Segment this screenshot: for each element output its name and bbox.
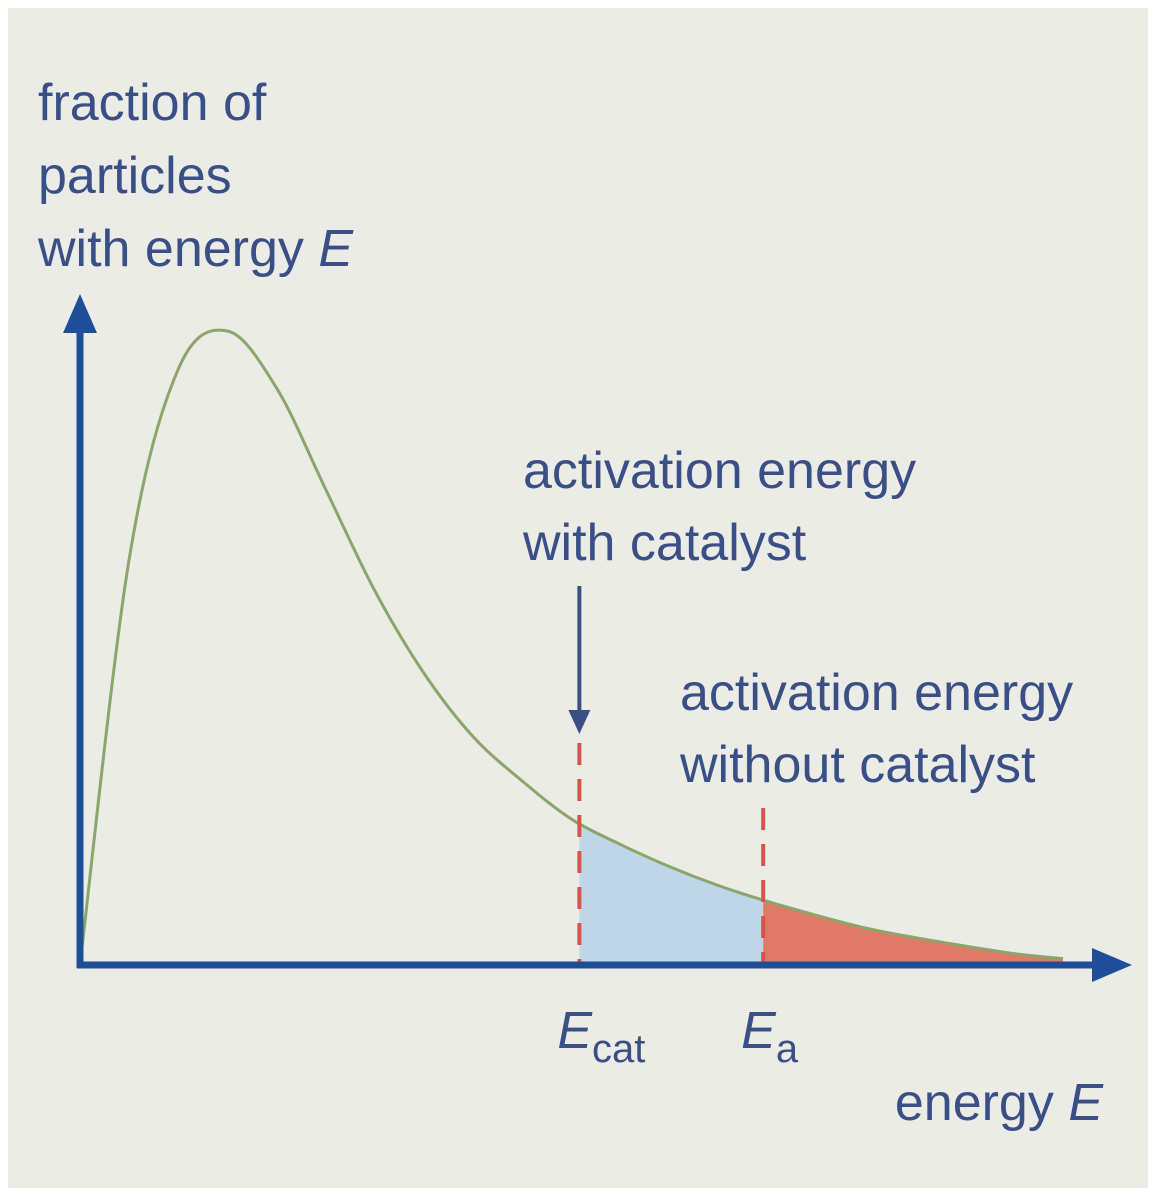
y-axis-label-line-3: with energy E xyxy=(37,220,354,278)
y-axis-label-line-1: fraction of xyxy=(38,74,267,132)
x-axis-variable: E xyxy=(1068,1074,1104,1132)
y-axis-arrowhead xyxy=(63,294,97,333)
region-without-catalyst xyxy=(763,900,1063,965)
figure-panel: Ecat Ea fraction of particles with energy… xyxy=(8,8,1148,1188)
annotation-without-catalyst: activation energy without catalyst xyxy=(679,664,1088,794)
x-axis-label: energy E xyxy=(895,1074,1104,1132)
y-axis-variable: E xyxy=(318,220,354,278)
energy-distribution-chart: Ecat Ea fraction of particles with energy… xyxy=(37,74,1132,1132)
x-axis-arrowhead xyxy=(1092,948,1132,982)
y-axis-label: fraction of particles with energy E xyxy=(37,74,354,278)
distribution-curve xyxy=(78,328,1064,966)
marker-label-ecat: Ecat xyxy=(557,1002,645,1071)
region-with-catalyst xyxy=(579,823,764,965)
annotation-arrowhead xyxy=(568,710,591,734)
annotation-with-catalyst: activation energy with catalyst xyxy=(522,442,931,572)
marker-label-ea: Ea xyxy=(741,1002,799,1071)
y-axis-label-line-2: particles xyxy=(38,147,232,205)
